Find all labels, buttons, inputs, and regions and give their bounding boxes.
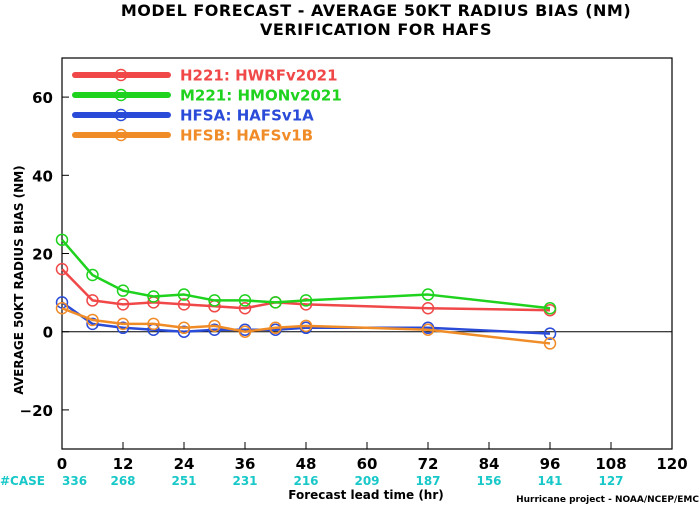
chart-subtitle: VERIFICATION FOR HAFS	[260, 20, 492, 39]
series-line	[61, 238, 551, 310]
data-point	[177, 288, 191, 301]
legend-label: HFSA: HAFSv1A	[180, 107, 314, 125]
data-point	[543, 301, 557, 315]
data-point	[147, 290, 160, 303]
legend-swatch-marker	[114, 68, 128, 82]
case-count: 231	[232, 474, 257, 488]
x-tick-label: 60	[357, 455, 378, 473]
data-point	[238, 294, 252, 307]
x-tick-label: 84	[479, 455, 500, 473]
x-tick-label: 48	[296, 455, 317, 473]
y-tick-label: 0	[43, 324, 53, 342]
y-tick-label: 20	[32, 246, 53, 264]
case-count: 156	[476, 474, 501, 488]
x-tick-label: 24	[174, 455, 195, 473]
x-tick-label: 120	[656, 455, 687, 473]
x-axis-label: Forecast lead time (hr)	[288, 488, 444, 502]
data-point	[238, 325, 252, 338]
data-point	[299, 294, 313, 307]
legend-swatch-marker	[114, 108, 128, 122]
case-count: 268	[110, 474, 135, 488]
data-point	[208, 294, 221, 307]
data-point	[55, 233, 69, 247]
legend-item: HFSA: HAFSv1A	[72, 107, 314, 125]
data-point	[299, 319, 313, 333]
chart-title: MODEL FORECAST - AVERAGE 50KT RADIUS BIA…	[121, 1, 631, 20]
y-tick-label: −20	[20, 402, 53, 420]
data-point	[543, 337, 557, 350]
case-count: 336	[62, 474, 87, 488]
case-label: #CASE	[0, 474, 45, 488]
case-count-row: #CASE 336 268 251 231 216 209 187 156 141 127	[0, 474, 624, 488]
data-point	[86, 294, 99, 307]
data-point	[86, 317, 99, 331]
data-point	[421, 288, 435, 301]
credit-text: Hurricane project - NOAA/NCEP/EMC	[516, 495, 699, 505]
case-count: 127	[598, 474, 623, 488]
legend: H221: HWRFv2021 M221: HMONv2021 HFSA: HAFS…	[72, 67, 342, 145]
data-point	[116, 317, 130, 331]
legend-item: M221: HMONv2021	[72, 87, 342, 105]
x-tick-label: 72	[418, 455, 439, 473]
case-count: 251	[171, 474, 196, 488]
data-point	[177, 321, 191, 335]
data-point	[177, 298, 191, 311]
legend-swatch-marker	[114, 128, 128, 142]
data-point	[86, 313, 99, 327]
data-point	[116, 284, 130, 297]
data-point	[55, 296, 69, 309]
legend-item: HFSB: HAFSv1B	[72, 127, 313, 145]
y-axis-label: AVERAGE 50KT RADIUS BIAS (NM)	[12, 165, 26, 394]
x-tick-label: 0	[57, 455, 67, 473]
series-3	[55, 301, 557, 350]
data-point	[299, 298, 313, 311]
x-tick-label: 36	[235, 455, 256, 473]
series-line	[61, 307, 551, 345]
data-point	[208, 319, 221, 333]
y-tick-label: 40	[32, 167, 53, 185]
legend-label: H221: HWRFv2021	[180, 67, 338, 85]
series-0	[55, 262, 557, 317]
series-layer	[55, 233, 557, 350]
series-line	[61, 268, 551, 312]
data-point	[55, 301, 69, 315]
x-tick-label: 96	[540, 455, 561, 473]
case-count: 216	[293, 474, 318, 488]
data-point	[269, 296, 282, 309]
data-point	[177, 325, 191, 338]
data-point	[116, 298, 130, 311]
case-count: 209	[354, 474, 379, 488]
legend-swatch-marker	[114, 88, 128, 102]
data-point	[238, 301, 252, 315]
data-point	[421, 301, 435, 315]
series-1	[55, 233, 557, 315]
x-tick-label: 108	[595, 455, 626, 473]
case-count: 141	[537, 474, 562, 488]
y-tick-label: 60	[32, 89, 53, 107]
data-point	[269, 321, 282, 335]
legend-label: M221: HMONv2021	[180, 87, 342, 105]
data-point	[55, 262, 69, 276]
case-count: 187	[415, 474, 440, 488]
x-tick-label: 12	[113, 455, 134, 473]
legend-item: H221: HWRFv2021	[72, 67, 338, 85]
data-point	[86, 268, 99, 282]
data-point	[116, 321, 130, 335]
data-point	[147, 317, 160, 331]
series-line	[61, 301, 551, 335]
data-point	[208, 323, 221, 336]
y-axis-ticks: −20 0 20 40 60	[20, 89, 69, 420]
data-point	[543, 327, 557, 340]
legend-label: HFSB: HAFSv1B	[180, 127, 313, 145]
data-point	[421, 323, 435, 336]
x-axis-ticks: 0 12 24 36 48 60 72 84 96 108 120	[57, 442, 688, 473]
